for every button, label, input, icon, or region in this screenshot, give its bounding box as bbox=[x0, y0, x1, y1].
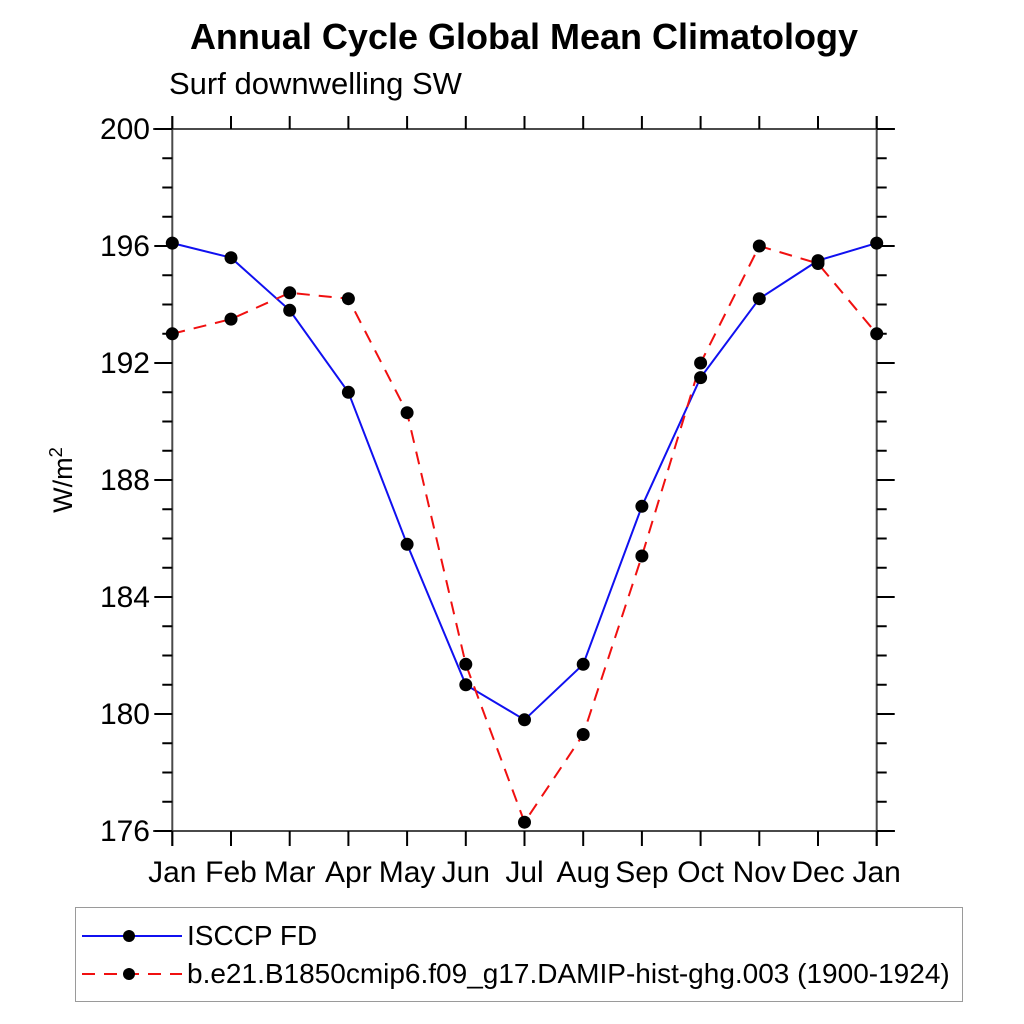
y-tick-label: 184 bbox=[100, 581, 150, 614]
x-tick-label: Nov bbox=[733, 856, 786, 889]
y-tick-label: 188 bbox=[100, 464, 150, 497]
y-tick-label: 200 bbox=[100, 113, 150, 146]
x-tick-label: Jul bbox=[505, 856, 543, 889]
series-line-0 bbox=[172, 242, 877, 722]
series-line-1 bbox=[172, 244, 878, 825]
series-marker-0 bbox=[870, 236, 884, 250]
series-marker-1 bbox=[518, 815, 531, 829]
y-tick-label: 192 bbox=[100, 347, 150, 380]
legend-line-sample-solid bbox=[82, 929, 182, 942]
x-tick-label: Jun bbox=[442, 856, 490, 889]
legend-sample-marker bbox=[123, 929, 135, 942]
series-marker-1 bbox=[576, 728, 590, 741]
series-marker-1 bbox=[811, 257, 825, 270]
y-tick-label: 180 bbox=[100, 698, 150, 731]
series-marker-1 bbox=[283, 286, 297, 300]
series-marker-1 bbox=[459, 657, 473, 671]
series-marker-0 bbox=[635, 499, 649, 513]
x-tick-label: Mar bbox=[264, 856, 316, 889]
legend-row-isccp: ISCCP FD bbox=[82, 917, 962, 955]
chart-subtitle: Surf downwelling SW bbox=[169, 66, 462, 101]
series-marker-0 bbox=[576, 657, 590, 671]
x-tick-label: Sep bbox=[615, 856, 668, 889]
legend-row-model: b.e21.B1850cmip6.f09_g17.DAMIP-hist-ghg.… bbox=[82, 955, 962, 993]
x-tick-label: Feb bbox=[205, 856, 257, 889]
series-marker-1 bbox=[694, 356, 708, 370]
x-tick-label: May bbox=[379, 856, 436, 889]
series-marker-0 bbox=[518, 713, 531, 727]
series-marker-1 bbox=[165, 327, 179, 341]
legend-line-sample-dashed bbox=[82, 967, 182, 980]
legend-sample-marker bbox=[123, 967, 135, 980]
legend-label-isccp: ISCCP FD bbox=[187, 919, 318, 951]
series-marker-1 bbox=[635, 549, 649, 563]
x-tick-label: Oct bbox=[677, 856, 724, 889]
series-marker-0 bbox=[283, 303, 297, 317]
y-tick-label: 196 bbox=[100, 230, 150, 263]
chart-title: Annual Cycle Global Mean Climatology bbox=[189, 16, 859, 57]
series-marker-0 bbox=[400, 537, 414, 551]
series-marker-0 bbox=[459, 678, 473, 692]
series-marker-0 bbox=[752, 292, 766, 306]
series-marker-1 bbox=[870, 327, 884, 341]
y-tick-label: 176 bbox=[100, 815, 150, 848]
series-marker-0 bbox=[224, 251, 238, 265]
series-marker-0 bbox=[694, 371, 708, 385]
series-marker-1 bbox=[752, 239, 766, 253]
x-tick-label: Jan bbox=[853, 856, 901, 889]
x-tick-label: Jan bbox=[148, 856, 196, 889]
x-tick-label: Dec bbox=[791, 856, 844, 889]
x-tick-label: Apr bbox=[325, 856, 372, 889]
x-tick-label: Aug bbox=[557, 856, 610, 889]
series-marker-1 bbox=[341, 292, 355, 306]
series-marker-1 bbox=[400, 406, 414, 420]
legend: ISCCP FD b.e21.B1850cmip6.f09_g17.DAMIP-… bbox=[75, 907, 963, 1002]
series-marker-0 bbox=[165, 236, 179, 250]
series-marker-1 bbox=[224, 312, 238, 326]
series-marker-0 bbox=[341, 385, 355, 399]
legend-label-model: b.e21.B1850cmip6.f09_g17.DAMIP-hist-ghg.… bbox=[187, 957, 950, 989]
